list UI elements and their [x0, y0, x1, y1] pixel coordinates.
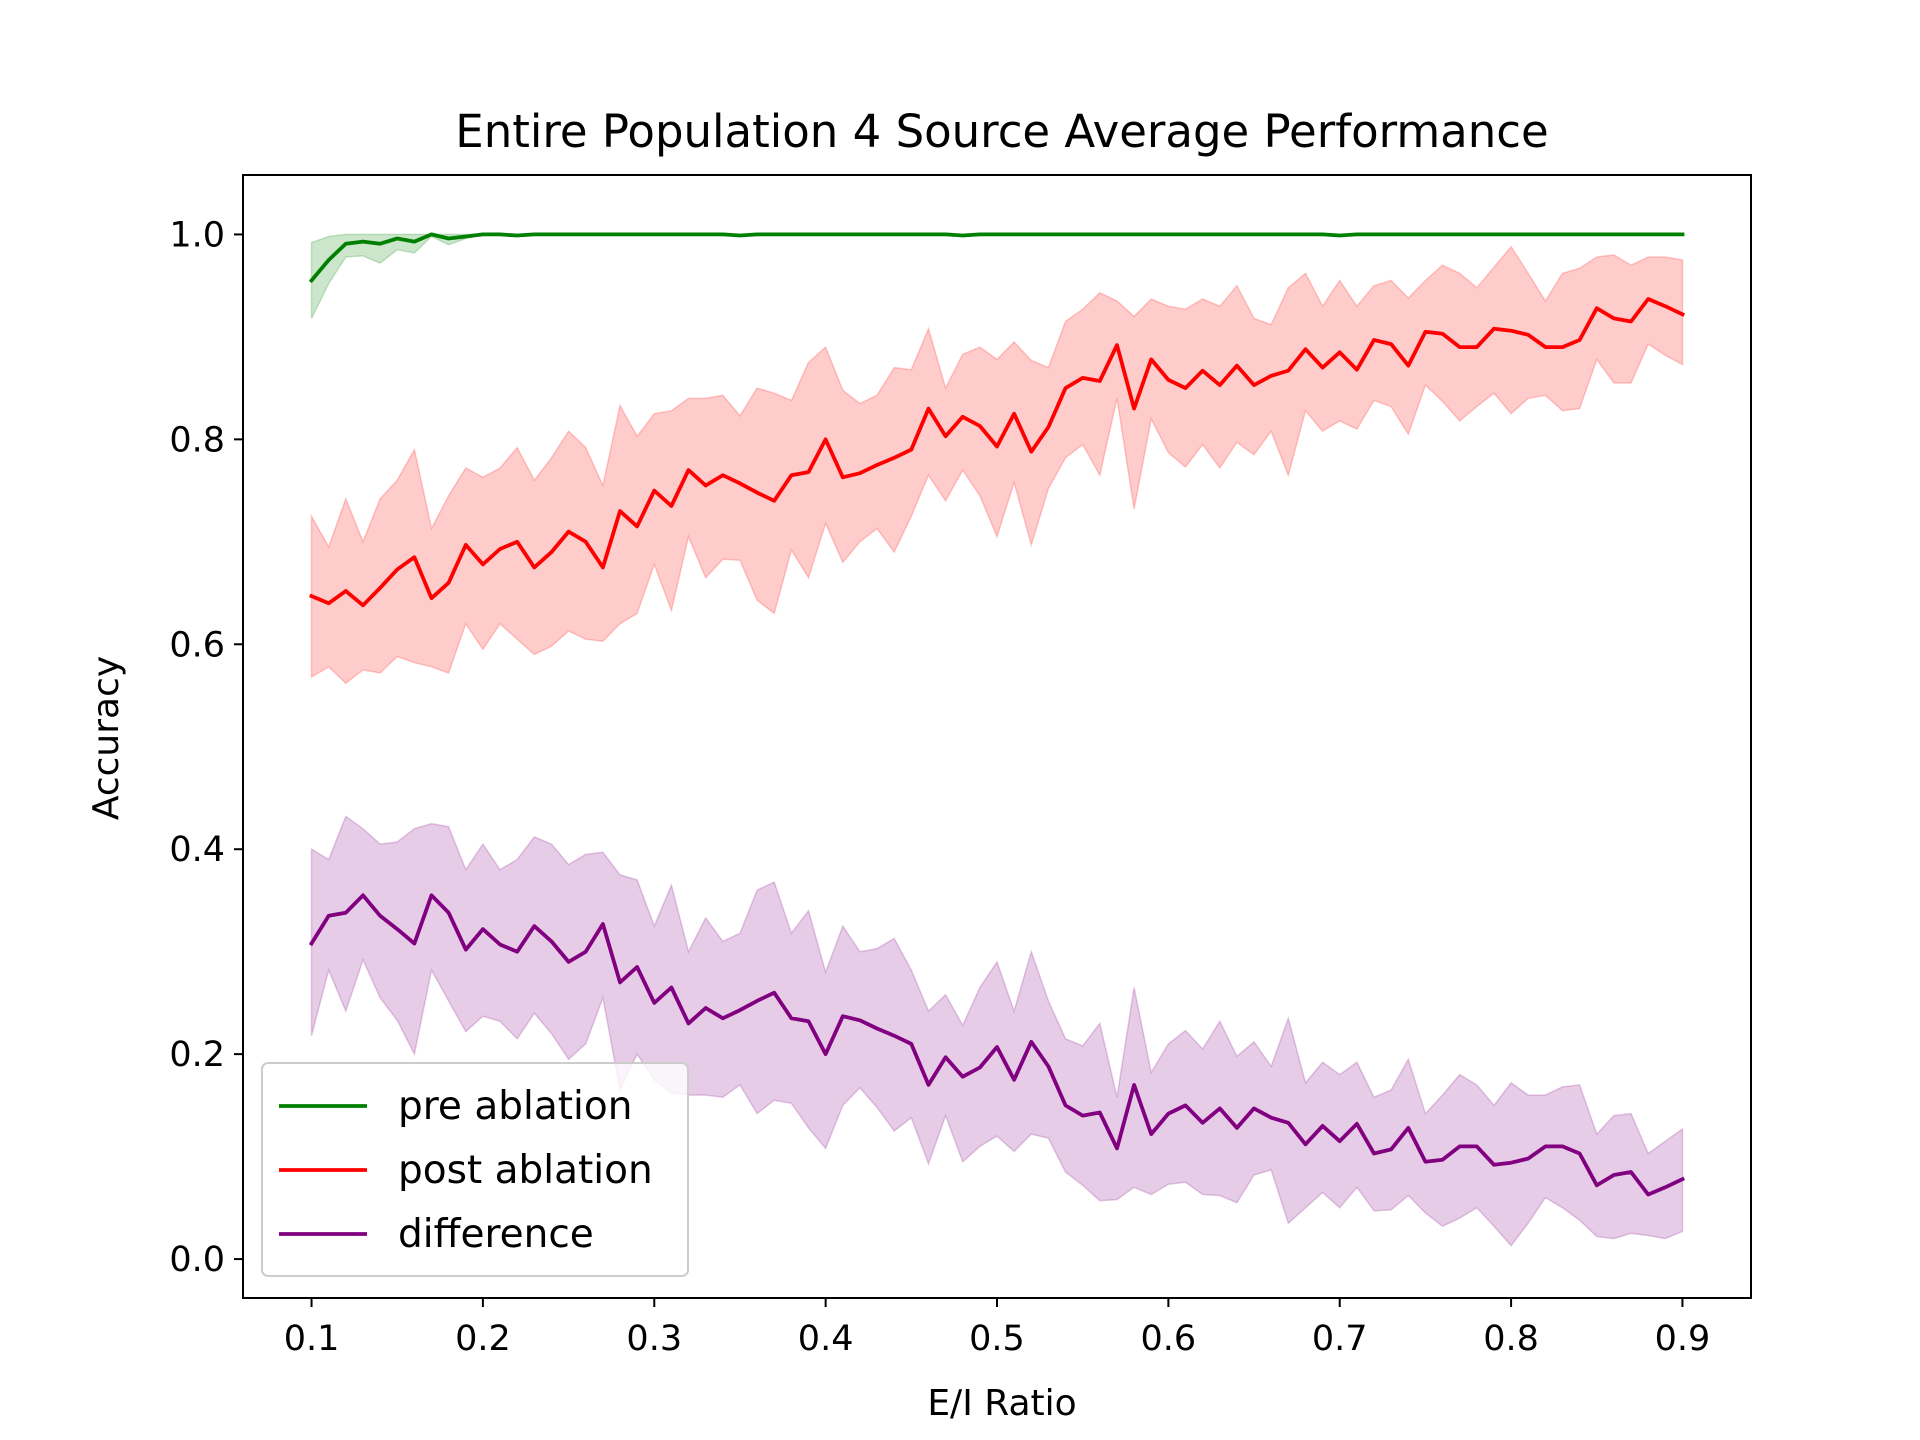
post-ablation-line	[309, 297, 1686, 608]
x-tick-label: 0.3	[626, 1319, 682, 1359]
legend: pre ablation post ablation difference	[261, 1062, 689, 1277]
post-ablation-confidence-band	[310, 245, 1684, 685]
legend-label-difference: difference	[398, 1212, 594, 1257]
legend-label-pre-ablation: pre ablation	[398, 1084, 632, 1129]
difference-confidence-band	[310, 815, 1684, 1247]
y-tick-label: 0.2	[169, 1035, 225, 1075]
x-axis-ticks: 0.1 0.2 0.3 0.4 0.5 0.6 0.7 0.8 0.9	[284, 1298, 1711, 1359]
x-axis-label: E/I Ratio	[927, 1383, 1076, 1424]
legend-box	[261, 1062, 689, 1277]
y-tick-label: 0.4	[169, 830, 225, 870]
y-tick-label: 0.0	[169, 1240, 225, 1280]
y-tick-label: 1.0	[169, 215, 225, 255]
difference-line	[308, 893, 1686, 1197]
x-tick-label: 0.9	[1655, 1319, 1711, 1359]
x-tick-label: 0.6	[1141, 1319, 1197, 1359]
y-axis-label: Accuracy	[86, 656, 127, 820]
plot-area	[242, 174, 1752, 1299]
x-tick-label: 0.4	[798, 1319, 854, 1359]
legend-label-post-ablation: post ablation	[398, 1148, 653, 1193]
chart-title: Entire Population 4 Source Average Perfo…	[455, 105, 1548, 158]
pre-ablation-line	[308, 232, 1685, 284]
y-tick-label: 0.6	[169, 625, 225, 665]
x-tick-label: 0.1	[284, 1319, 340, 1359]
x-tick-label: 0.8	[1483, 1319, 1539, 1359]
x-tick-label: 0.5	[969, 1319, 1025, 1359]
x-tick-label: 0.7	[1312, 1319, 1368, 1359]
y-tick-label: 0.8	[169, 420, 225, 460]
x-tick-label: 0.2	[455, 1319, 511, 1359]
y-axis-ticks: 0.0 0.2 0.4 0.6 0.8 1.0	[169, 215, 243, 1280]
